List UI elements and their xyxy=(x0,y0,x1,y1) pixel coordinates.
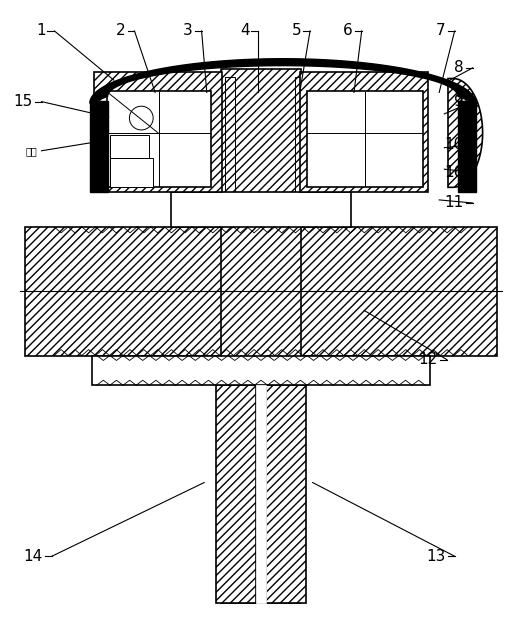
Text: 12: 12 xyxy=(419,352,438,367)
Text: 9: 9 xyxy=(454,94,464,109)
PathPatch shape xyxy=(106,91,210,188)
Text: 10: 10 xyxy=(445,137,464,152)
Text: 5: 5 xyxy=(291,24,301,39)
PathPatch shape xyxy=(448,78,483,188)
Text: 11: 11 xyxy=(445,196,464,211)
PathPatch shape xyxy=(90,59,476,103)
Text: 16: 16 xyxy=(444,165,464,179)
Text: 3: 3 xyxy=(183,24,193,39)
PathPatch shape xyxy=(458,101,476,193)
PathPatch shape xyxy=(110,135,149,183)
Text: 1: 1 xyxy=(36,24,45,39)
PathPatch shape xyxy=(94,71,222,193)
PathPatch shape xyxy=(110,158,153,188)
PathPatch shape xyxy=(266,385,305,603)
PathPatch shape xyxy=(310,76,319,193)
Text: 15: 15 xyxy=(14,94,32,109)
PathPatch shape xyxy=(307,91,423,188)
PathPatch shape xyxy=(226,76,235,193)
PathPatch shape xyxy=(300,71,428,193)
PathPatch shape xyxy=(90,101,108,193)
PathPatch shape xyxy=(294,76,304,193)
PathPatch shape xyxy=(92,355,430,385)
PathPatch shape xyxy=(25,227,497,355)
Text: 4: 4 xyxy=(240,24,250,39)
Text: 8: 8 xyxy=(454,60,464,75)
PathPatch shape xyxy=(171,193,351,227)
PathPatch shape xyxy=(196,76,206,193)
PathPatch shape xyxy=(324,76,334,193)
PathPatch shape xyxy=(221,68,301,603)
Text: 油孔: 油孔 xyxy=(25,146,37,156)
Text: 7: 7 xyxy=(436,24,446,39)
PathPatch shape xyxy=(256,385,266,603)
Text: 2: 2 xyxy=(116,24,126,39)
Text: 14: 14 xyxy=(23,549,43,564)
PathPatch shape xyxy=(210,76,220,193)
PathPatch shape xyxy=(217,385,256,603)
Text: 13: 13 xyxy=(426,549,446,564)
Text: 6: 6 xyxy=(343,24,353,39)
